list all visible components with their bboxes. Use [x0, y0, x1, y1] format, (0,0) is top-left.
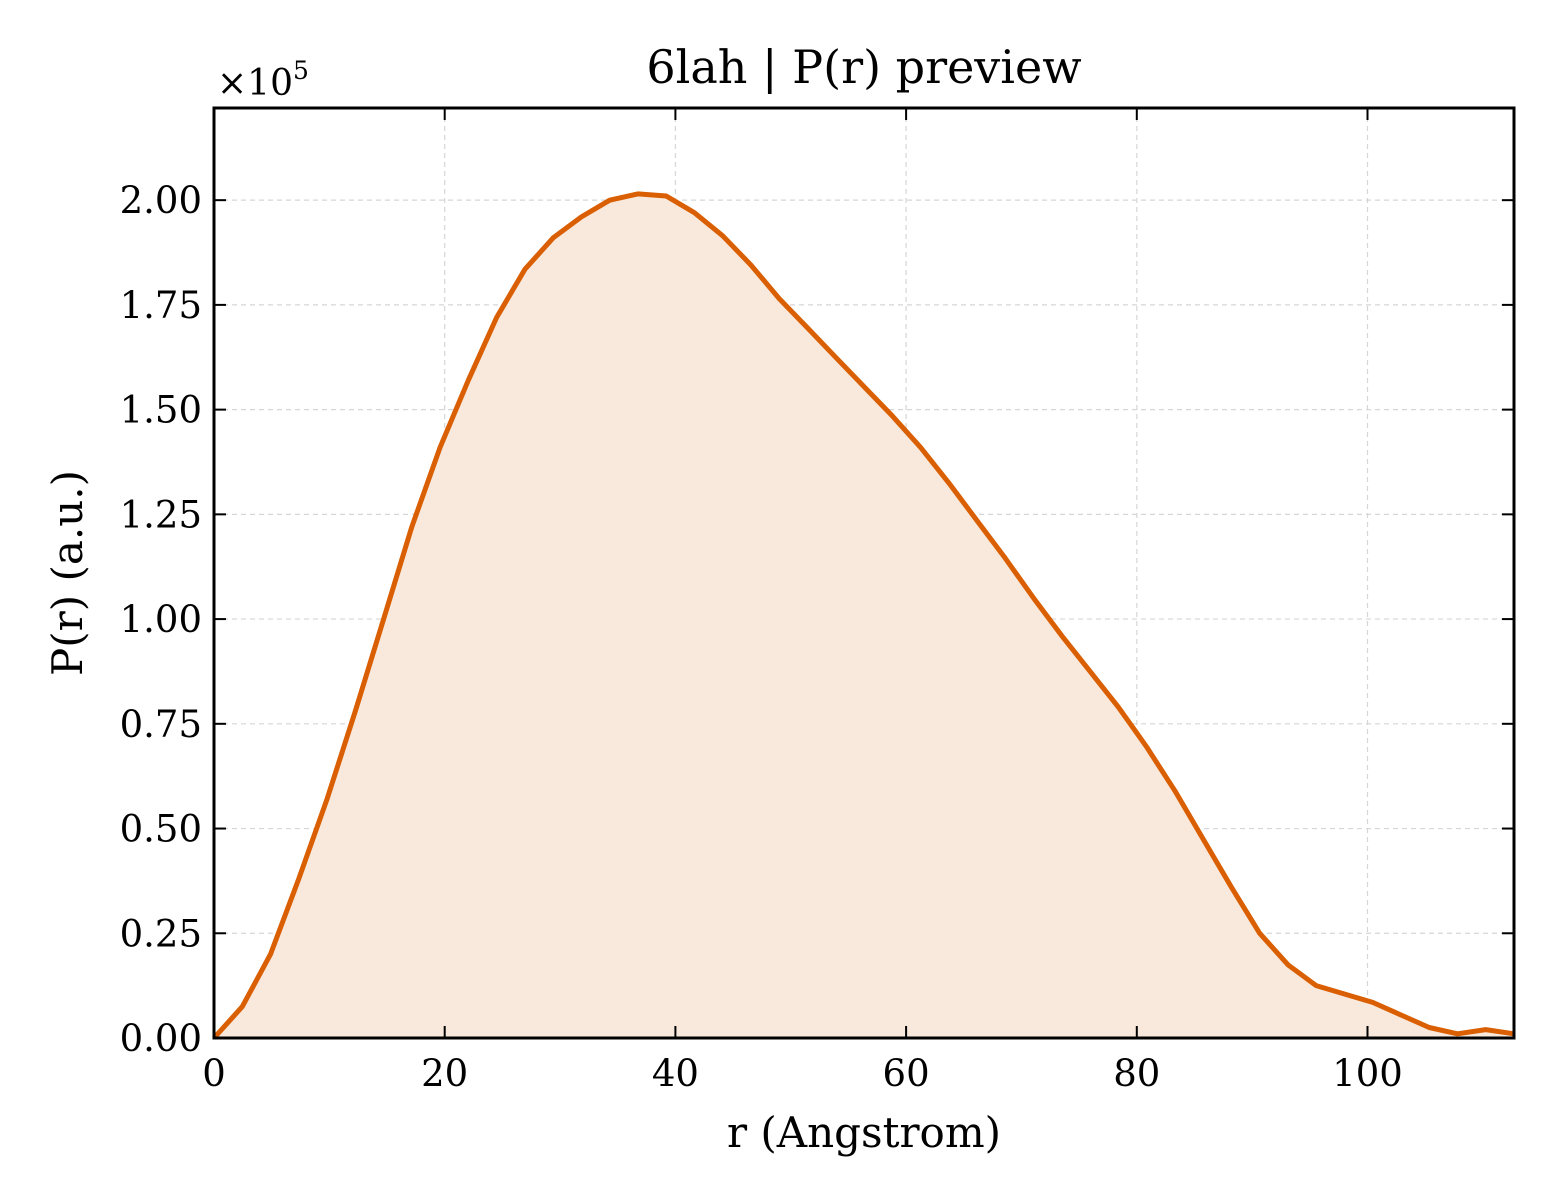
x-tick-label: 40 [652, 1052, 699, 1095]
y-tick-label: 0.50 [120, 808, 202, 851]
y-multiplier-base: ×10 [217, 63, 293, 104]
y-tick-label: 1.25 [120, 493, 202, 536]
y-tick-label: 1.00 [120, 598, 202, 641]
x-tick-label: 60 [883, 1052, 930, 1095]
x-tick-label: 0 [202, 1052, 226, 1095]
y-multiplier-exponent: 5 [293, 56, 309, 85]
y-tick-label: 1.75 [120, 284, 202, 327]
y-multiplier: ×105 [217, 56, 309, 104]
y-tick-label: 0.25 [120, 912, 202, 955]
tick-labels: 0 20 40 60 80 100 0.00 0.25 0.50 0.75 1.00 1.25 1.50… [120, 179, 1403, 1095]
y-tick-label: 0.75 [120, 703, 202, 746]
y-tick-label: 2.00 [120, 179, 202, 222]
x-axis-label: r (Angstrom) [727, 1108, 1001, 1157]
x-tick-label: 100 [1332, 1052, 1403, 1095]
chart-title: 6lah | P(r) preview [646, 40, 1081, 94]
y-tick-label: 0.00 [120, 1017, 202, 1060]
x-tick-label: 80 [1113, 1052, 1160, 1095]
pr-curve-line [212, 191, 1515, 1040]
y-axis-label: P(r) (a.u.) [43, 470, 92, 676]
plot-frame [212, 106, 1516, 1040]
y-tick-label: 1.50 [120, 389, 202, 432]
x-tick-label: 20 [421, 1052, 468, 1095]
area-fill [214, 193, 1514, 1038]
